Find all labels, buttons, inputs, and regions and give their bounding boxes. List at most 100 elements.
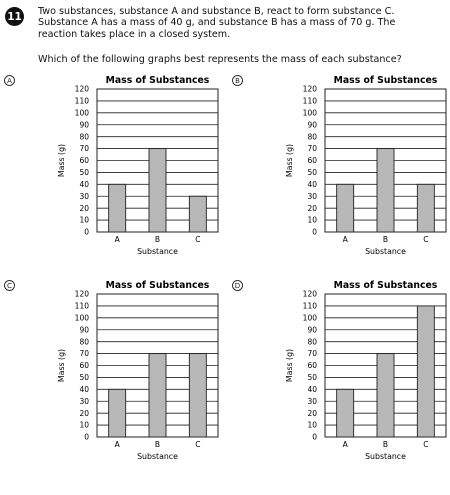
x-tick-label: C (195, 235, 200, 244)
y-tick-label: 70 (307, 144, 317, 153)
bar-c (188, 353, 207, 438)
y-tick-label: 90 (307, 325, 317, 334)
y-tick-label: 80 (307, 337, 317, 346)
answer-option-b[interactable]: B Mass of Substances 0 10 20 30 40 50 60 70 80 90 1… (228, 75, 450, 275)
bar-c (188, 195, 207, 233)
x-axis-label: Substance (137, 247, 178, 256)
y-tick-label: 60 (79, 361, 89, 370)
y-tick-label: 30 (307, 192, 317, 201)
y-tick-label: 80 (307, 132, 317, 141)
x-tick-label: B (383, 440, 388, 449)
y-tick-label: 50 (79, 168, 89, 177)
bar-b (376, 148, 395, 233)
bar-chart-c: Mass of Substances 0 10 20 30 40 50 60 70 80 90 100… (57, 280, 219, 461)
y-tick-label: 80 (79, 337, 89, 346)
y-tick-label: 40 (307, 180, 317, 189)
x-tick-label: B (383, 235, 388, 244)
y-axis-label: Mass (g) (57, 144, 66, 177)
x-tick-label: C (195, 440, 200, 449)
question-prompt: Which of the following graphs best repre… (38, 54, 402, 65)
y-tick-label: 40 (79, 180, 89, 189)
bar-chart-b: Mass of Substances 0 10 20 30 40 50 60 70 80 90 100… (285, 75, 447, 256)
y-tick-label: 50 (307, 168, 317, 177)
x-axis-label: Substance (137, 452, 178, 461)
y-tick-label: 20 (307, 204, 317, 213)
y-tick-label: 30 (79, 192, 89, 201)
bar-c (416, 305, 435, 438)
y-tick-label: 90 (307, 120, 317, 129)
y-tick-label: 90 (79, 325, 89, 334)
question-number-badge: 11 (5, 7, 24, 26)
choice-letter-d: D (232, 280, 243, 291)
y-tick-label: 20 (307, 409, 317, 418)
bar-a (336, 183, 355, 233)
y-tick-label: 0 (84, 228, 89, 237)
y-tick-label: 40 (307, 385, 317, 394)
x-tick-label: A (115, 440, 121, 449)
y-tick-label: 70 (79, 349, 89, 358)
x-tick-label: B (155, 440, 160, 449)
choice-letter-b: B (232, 75, 243, 86)
x-tick-label: A (343, 440, 349, 449)
y-tick-label: 120 (75, 290, 90, 299)
choice-letter-c: C (4, 280, 15, 291)
y-tick-label: 40 (79, 385, 89, 394)
question-line: Substance A has a mass of 40 g, and subs… (38, 17, 396, 29)
bar-chart-a: Mass of Substances 0 10 20 30 40 50 60 70 80 90 100… (57, 75, 219, 256)
question-line: reaction takes place in a closed system. (38, 28, 231, 40)
x-tick-label: C (423, 235, 428, 244)
y-tick-label: 60 (307, 361, 317, 370)
choice-letter-a: A (4, 75, 15, 86)
y-tick-label: 0 (312, 433, 317, 442)
y-tick-label: 10 (307, 216, 317, 225)
chart-title: Mass of Substances (106, 75, 210, 86)
bar-b (376, 353, 395, 438)
y-tick-label: 30 (79, 397, 89, 406)
x-tick-label: C (423, 440, 428, 449)
y-tick-label: 120 (303, 290, 318, 299)
y-tick-label: 80 (79, 132, 89, 141)
x-axis-label: Substance (365, 247, 406, 256)
y-tick-label: 70 (307, 349, 317, 358)
y-axis-label: Mass (g) (285, 144, 294, 177)
y-tick-label: 10 (307, 421, 317, 430)
x-tick-label: B (155, 235, 160, 244)
y-tick-label: 60 (79, 156, 89, 165)
x-tick-label: A (115, 235, 121, 244)
chart-title: Mass of Substances (334, 280, 438, 291)
bar-a (108, 388, 127, 438)
y-tick-label: 20 (79, 204, 89, 213)
y-tick-label: 60 (307, 156, 317, 165)
question-line: Two substances, substance A and substanc… (38, 6, 395, 17)
y-tick-label: 110 (303, 302, 318, 311)
y-axis-label: Mass (g) (57, 349, 66, 382)
x-tick-label: A (343, 235, 349, 244)
y-tick-label: 110 (303, 97, 318, 106)
y-tick-label: 50 (307, 373, 317, 382)
y-tick-label: 10 (79, 216, 89, 225)
bar-b (148, 148, 167, 233)
y-tick-label: 120 (75, 85, 90, 94)
y-axis-label: Mass (g) (285, 349, 294, 382)
y-tick-label: 100 (75, 313, 90, 322)
y-tick-label: 100 (75, 108, 90, 117)
bar-a (336, 388, 355, 438)
y-tick-label: 110 (75, 302, 90, 311)
bar-b (148, 353, 167, 438)
bar-chart-d: Mass of Substances 0 10 20 30 40 50 60 70 80 90 100… (285, 280, 447, 461)
y-tick-label: 100 (303, 108, 318, 117)
y-tick-label: 10 (79, 421, 89, 430)
chart-title: Mass of Substances (106, 280, 210, 291)
bar-a (108, 183, 127, 233)
y-tick-label: 110 (75, 97, 90, 106)
answer-option-c[interactable]: C Mass of Substances 0 10 20 30 40 50 60 70 80 90 1… (0, 280, 222, 480)
y-tick-label: 0 (312, 228, 317, 237)
answer-option-d[interactable]: D Mass of Substances 0 10 20 30 40 50 60 70 80 90 1… (228, 280, 450, 480)
y-tick-label: 20 (79, 409, 89, 418)
chart-title: Mass of Substances (334, 75, 438, 86)
y-tick-label: 120 (303, 85, 318, 94)
answer-option-a[interactable]: A Mass of Substances 0 10 20 30 40 50 60 70 80 90 1… (0, 75, 222, 275)
y-tick-label: 70 (79, 144, 89, 153)
y-tick-label: 50 (79, 373, 89, 382)
bar-c (416, 183, 435, 233)
